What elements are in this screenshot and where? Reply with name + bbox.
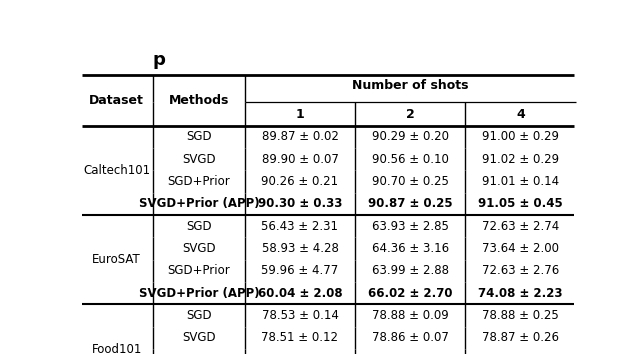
- Text: Caltech101: Caltech101: [83, 164, 150, 177]
- Text: 90.30 ± 0.33: 90.30 ± 0.33: [258, 197, 342, 210]
- Text: 72.63 ± 2.76: 72.63 ± 2.76: [482, 264, 559, 278]
- Text: 90.70 ± 0.25: 90.70 ± 0.25: [372, 175, 449, 188]
- Text: 91.02 ± 0.29: 91.02 ± 0.29: [482, 153, 559, 166]
- Text: 90.26 ± 0.21: 90.26 ± 0.21: [261, 175, 339, 188]
- Text: 91.01 ± 0.14: 91.01 ± 0.14: [482, 175, 559, 188]
- Text: SGD: SGD: [186, 309, 212, 322]
- Text: 91.05 ± 0.45: 91.05 ± 0.45: [478, 197, 563, 210]
- Text: 90.87 ± 0.25: 90.87 ± 0.25: [368, 197, 452, 210]
- Text: SVGD+Prior (APP): SVGD+Prior (APP): [139, 287, 259, 300]
- Text: 91.00 ± 0.29: 91.00 ± 0.29: [482, 130, 559, 143]
- Text: 78.86 ± 0.07: 78.86 ± 0.07: [372, 331, 449, 344]
- Text: 60.04 ± 2.08: 60.04 ± 2.08: [258, 287, 342, 300]
- Text: SGD: SGD: [186, 220, 212, 233]
- Text: 4: 4: [516, 108, 525, 120]
- Text: 78.88 ± 0.25: 78.88 ± 0.25: [483, 309, 559, 322]
- Text: SVGD: SVGD: [182, 242, 216, 255]
- Text: 78.53 ± 0.14: 78.53 ± 0.14: [262, 309, 339, 322]
- Text: SGD+Prior: SGD+Prior: [168, 264, 230, 278]
- Text: SGD+Prior: SGD+Prior: [168, 175, 230, 188]
- Text: Dataset: Dataset: [89, 94, 144, 107]
- Text: 74.08 ± 2.23: 74.08 ± 2.23: [479, 287, 563, 300]
- Text: SVGD: SVGD: [182, 331, 216, 344]
- Text: 73.64 ± 2.00: 73.64 ± 2.00: [482, 242, 559, 255]
- Text: EuroSAT: EuroSAT: [92, 253, 141, 266]
- Text: 59.96 ± 4.77: 59.96 ± 4.77: [261, 264, 339, 278]
- Text: p: p: [153, 51, 166, 69]
- Text: Number of shots: Number of shots: [352, 79, 468, 92]
- Text: SVGD: SVGD: [182, 153, 216, 166]
- Text: 90.29 ± 0.20: 90.29 ± 0.20: [372, 130, 449, 143]
- Text: 1: 1: [296, 108, 305, 120]
- Text: 64.36 ± 3.16: 64.36 ± 3.16: [372, 242, 449, 255]
- Text: Food101: Food101: [92, 343, 142, 354]
- Text: 63.93 ± 2.85: 63.93 ± 2.85: [372, 220, 449, 233]
- Text: 63.99 ± 2.88: 63.99 ± 2.88: [372, 264, 449, 278]
- Text: 78.88 ± 0.09: 78.88 ± 0.09: [372, 309, 449, 322]
- Text: 78.87 ± 0.26: 78.87 ± 0.26: [482, 331, 559, 344]
- Text: Methods: Methods: [169, 94, 229, 107]
- Text: 72.63 ± 2.74: 72.63 ± 2.74: [482, 220, 559, 233]
- Text: 2: 2: [406, 108, 415, 120]
- Text: 89.90 ± 0.07: 89.90 ± 0.07: [262, 153, 339, 166]
- Text: 58.93 ± 4.28: 58.93 ± 4.28: [262, 242, 339, 255]
- Text: 89.87 ± 0.02: 89.87 ± 0.02: [262, 130, 339, 143]
- Text: SGD: SGD: [186, 130, 212, 143]
- Text: 90.56 ± 0.10: 90.56 ± 0.10: [372, 153, 449, 166]
- Text: 56.43 ± 2.31: 56.43 ± 2.31: [262, 220, 339, 233]
- Text: SVGD+Prior (APP): SVGD+Prior (APP): [139, 197, 259, 210]
- Text: 66.02 ± 2.70: 66.02 ± 2.70: [368, 287, 452, 300]
- Text: 78.51 ± 0.12: 78.51 ± 0.12: [262, 331, 339, 344]
